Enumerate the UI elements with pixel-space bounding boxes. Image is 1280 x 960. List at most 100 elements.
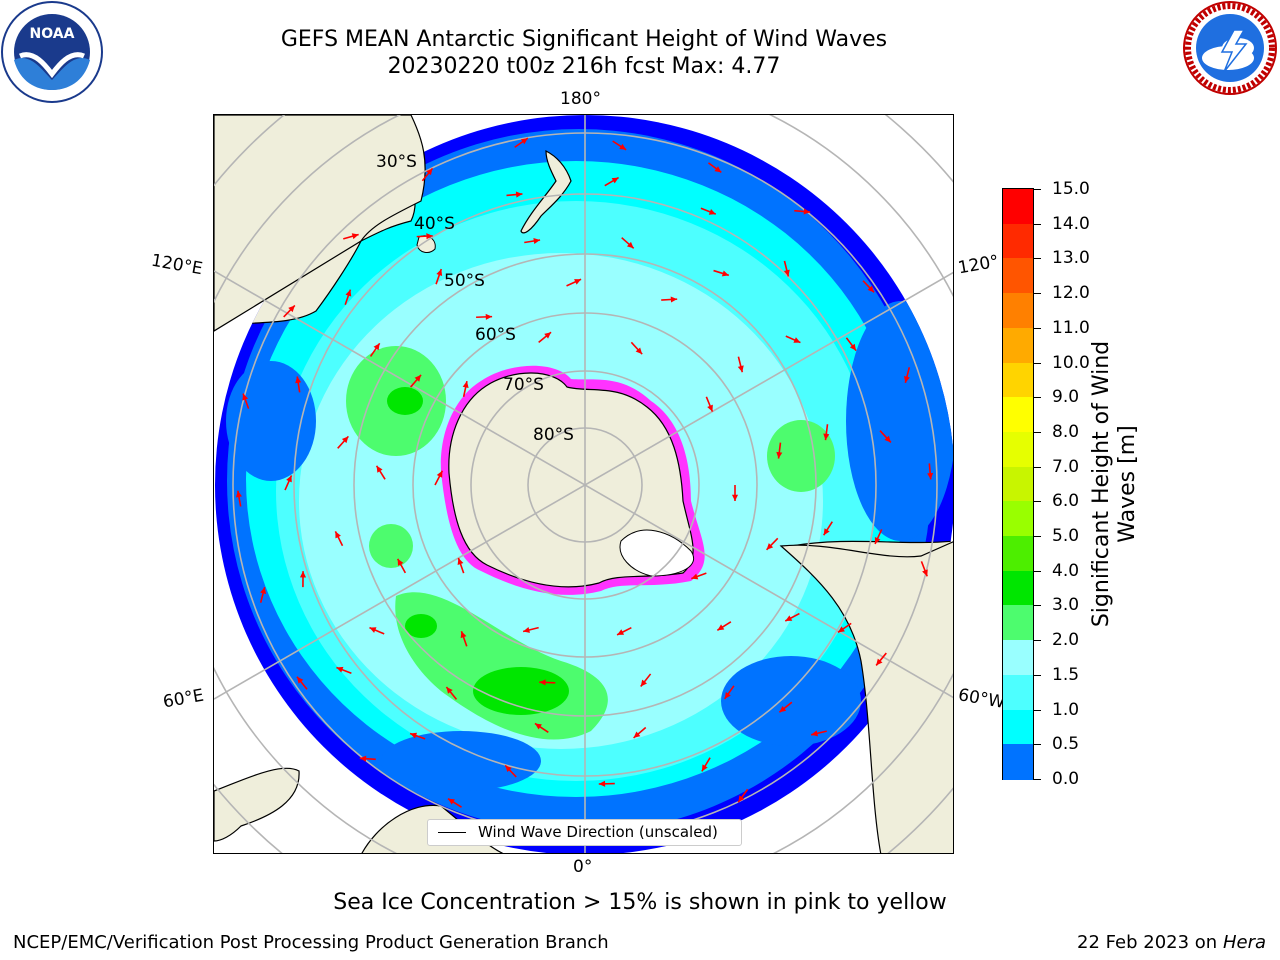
wave-direction-arrowhead <box>288 305 295 313</box>
colorbar-segment <box>1003 709 1033 745</box>
legend-line-swatch <box>438 832 466 833</box>
colorbar-tick-label: 3.0 <box>1052 595 1080 616</box>
wave-direction-arrowhead <box>783 269 790 277</box>
wave-direction-arrowhead <box>520 138 528 145</box>
wave-direction-arrowhead <box>533 237 541 244</box>
lat-label-50s: 50°S <box>444 271 485 291</box>
colorbar-segment <box>1003 744 1033 780</box>
patch-low-west <box>226 361 316 481</box>
wave-direction-arrowhead <box>927 472 934 480</box>
wave-direction-arrowhead <box>242 393 249 401</box>
madagascar-outer <box>214 767 300 842</box>
lat-label-80s: 80°S <box>533 425 574 445</box>
colorbar-tick-label: 11.0 <box>1052 317 1090 338</box>
colorbar-segment <box>1003 431 1033 468</box>
wave-direction-arrowhead <box>793 337 801 343</box>
colorbar-segment <box>1003 258 1033 294</box>
wave-direction-arrowhead <box>611 177 619 184</box>
colorbar-segment <box>1003 640 1033 676</box>
nws-logo <box>1183 1 1277 95</box>
lat-label-60s: 60°S <box>475 325 516 345</box>
lat-label-30s: 30°S <box>376 152 417 172</box>
wave-direction-arrowhead <box>867 285 875 293</box>
patch-4m-west <box>387 387 423 415</box>
patch-3m-east <box>767 420 835 492</box>
wave-direction-arrowhead <box>446 686 453 694</box>
colorbar-segment <box>1003 674 1033 711</box>
wave-direction-arrowhead <box>235 490 242 498</box>
wave-direction-arrowhead <box>460 631 467 639</box>
forecast-subtitle: 20230220 t00z 216h fcst Max: 4.77 <box>387 54 781 79</box>
colorbar-tick-label: 14.0 <box>1052 213 1090 234</box>
colorbar-segment <box>1003 536 1033 572</box>
wave-direction-arrowhead <box>485 313 493 320</box>
australia-outer <box>214 115 426 332</box>
colorbar <box>1002 188 1034 780</box>
wave-direction-arrowhead <box>803 208 811 215</box>
wave-direction-arrowhead <box>359 755 367 762</box>
wave-direction-arrowhead <box>436 269 443 277</box>
patch-low-south <box>381 731 541 791</box>
wave-direction-arrowhead <box>345 289 352 297</box>
wave-direction-arrowhead <box>876 658 883 666</box>
lat-label-40s: 40°S <box>414 214 455 234</box>
wave-direction-arrowhead <box>414 374 422 382</box>
wave-direction-arrowhead <box>447 798 455 805</box>
ice-shelf <box>619 529 694 577</box>
polar-map <box>213 114 954 854</box>
wave-direction-arrowhead <box>811 730 819 737</box>
wave-direction-arrowhead <box>823 528 830 536</box>
colorbar-tick <box>1034 744 1041 746</box>
wave-direction-arrowhead <box>766 543 774 550</box>
wave-direction-arrowhead <box>436 470 443 478</box>
wave-direction-arrowhead <box>299 571 307 578</box>
colorbar-label: Significant Height of Wind Waves [m] <box>1089 340 1140 628</box>
wave-direction-arrowhead <box>426 233 433 240</box>
wave-direction-arrowhead <box>884 435 891 443</box>
colorbar-tick <box>1034 258 1041 260</box>
wave-direction-arrowhead <box>619 143 627 150</box>
patch-4m-southwest <box>405 614 437 638</box>
lon-label-180: 180° <box>560 89 601 109</box>
wave-direction-arrowhead <box>724 691 731 699</box>
footer-date: 22 Feb 2023 on Hera <box>1077 932 1266 953</box>
wave-direction-arrowhead <box>823 433 830 441</box>
wave-direction-arrowhead <box>376 465 383 473</box>
colorbar-tick <box>1034 189 1041 190</box>
wave-direction-arrowhead <box>462 381 469 388</box>
colorbar-tick <box>1034 431 1041 433</box>
wave-direction-arrowhead <box>544 332 552 339</box>
colorbar-segment <box>1003 570 1033 607</box>
colorbar-tick <box>1034 640 1041 642</box>
colorbar-tick-label: 7.0 <box>1052 456 1080 477</box>
colorbar-tick-label: 12.0 <box>1052 283 1090 304</box>
wave-direction-arrowhead <box>426 168 433 176</box>
wave-direction-arrowhead <box>670 296 678 303</box>
footer-date-text: 22 Feb 2023 on <box>1077 932 1218 953</box>
graticule <box>214 115 953 853</box>
colorbar-tick <box>1034 605 1041 607</box>
wave-direction-arrowhead <box>837 626 845 633</box>
colorbar-tick <box>1034 327 1041 329</box>
colorbar-tick-label: 4.0 <box>1052 560 1080 581</box>
wave-direction-arrowhead <box>731 494 739 501</box>
wave-direction-arrowhead <box>410 732 418 739</box>
colorbar-tick <box>1034 570 1041 572</box>
wave-direction-arrowhead <box>640 679 647 687</box>
footer-credit: NCEP/EMC/Verification Post Processing Pr… <box>13 932 609 953</box>
lon-label-0: 0° <box>573 857 593 877</box>
wave-direction-arrowhead <box>295 376 302 384</box>
wave-direction-arrowhead <box>717 624 725 631</box>
wave-direction-arrowhead <box>633 731 641 738</box>
wave-direction-arrowhead <box>341 436 349 444</box>
colorbar-tick <box>1034 536 1041 538</box>
noaa-logo: NOAA <box>1 1 103 103</box>
wave-direction-arrowhead <box>903 375 910 383</box>
colorbar-segment <box>1003 223 1033 259</box>
wave-direction-arrowhead <box>286 475 292 483</box>
lon-label-60w: 60°W <box>956 685 1007 713</box>
patch-4m-south <box>473 667 569 715</box>
wave-direction-arrowhead <box>351 233 359 240</box>
wave-direction-arrowhead <box>260 587 267 595</box>
colorbar-tick <box>1034 293 1041 295</box>
